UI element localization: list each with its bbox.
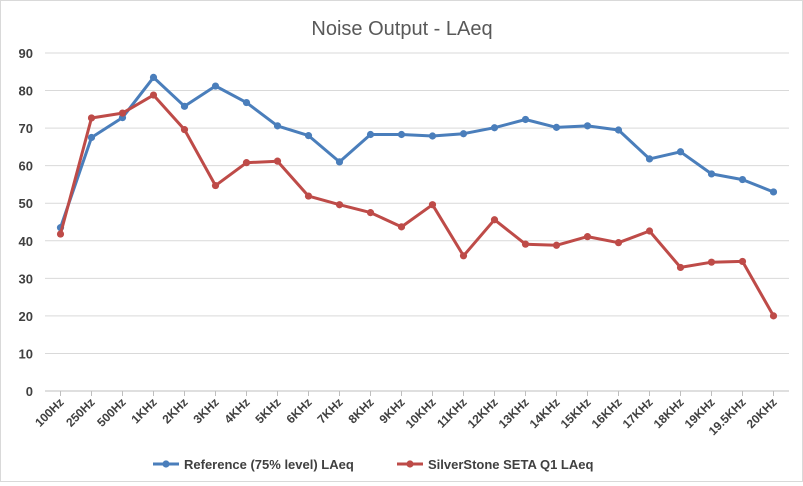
data-point — [676, 263, 685, 272]
y-tick-label: 10 — [19, 346, 33, 361]
data-point — [583, 122, 592, 130]
data-point — [56, 230, 65, 238]
y-tick-label: 30 — [19, 271, 33, 286]
data-point — [459, 252, 468, 260]
data-point — [87, 114, 96, 122]
data-point — [428, 132, 437, 140]
x-tick-label: 13KHz — [496, 395, 532, 431]
data-point — [707, 170, 716, 178]
y-tick-label: 40 — [19, 234, 33, 249]
data-point — [273, 157, 282, 165]
data-point — [149, 91, 158, 99]
chart-title: Noise Output - LAeq — [311, 18, 492, 40]
y-tick-label: 20 — [19, 309, 33, 324]
data-point — [707, 258, 716, 266]
data-point — [149, 73, 158, 82]
y-tick-label: 80 — [19, 84, 33, 99]
series-2 — [56, 91, 778, 320]
y-tick-label: 70 — [19, 121, 33, 136]
legend-item: Reference (75% level) LAeq — [153, 457, 354, 472]
data-point — [87, 133, 96, 142]
series-1 — [56, 73, 778, 232]
data-point — [769, 188, 778, 196]
x-tick-label: 500Hz — [94, 395, 128, 429]
data-point — [428, 201, 437, 209]
data-point — [645, 155, 654, 163]
legend-swatch-marker — [406, 460, 414, 468]
y-tick-label: 0 — [26, 384, 33, 399]
series-lines — [56, 73, 778, 320]
x-tick-label: 5KHz — [252, 395, 283, 426]
data-point — [335, 158, 344, 166]
x-tick-label: 12KHz — [465, 395, 501, 431]
data-point — [304, 192, 313, 200]
x-tick-label: 8KHz — [345, 395, 376, 426]
x-tick-label: 100Hz — [32, 395, 66, 429]
series-line — [59, 93, 775, 318]
data-point — [180, 102, 189, 110]
x-tick-label: 4KHz — [221, 395, 252, 426]
x-tick-label: 20KHz — [744, 395, 780, 431]
data-point — [118, 109, 127, 117]
data-point — [211, 82, 220, 90]
y-tick-label: 50 — [19, 196, 33, 211]
data-point — [335, 201, 344, 209]
data-point — [211, 181, 220, 190]
data-point — [738, 257, 747, 266]
data-point — [583, 233, 592, 241]
x-tick-label: 250Hz — [63, 395, 97, 429]
data-point — [521, 240, 530, 248]
data-point — [304, 132, 313, 140]
legend-item: SilverStone SETA Q1 LAeq — [397, 457, 593, 472]
y-tick-label: 90 — [19, 46, 33, 61]
data-point — [273, 122, 282, 130]
data-point — [552, 123, 561, 131]
data-point — [242, 98, 251, 107]
x-tick-label: 16KHz — [589, 395, 625, 431]
x-tick-label: 2KHz — [159, 395, 190, 426]
data-point — [366, 209, 375, 217]
x-tick-label: 14KHz — [527, 395, 563, 431]
data-point — [397, 130, 406, 139]
data-point — [645, 227, 654, 235]
data-point — [738, 175, 747, 184]
legend-label: Reference (75% level) LAeq — [184, 457, 354, 472]
data-point — [614, 126, 623, 134]
x-tick-label: 18KHz — [651, 395, 687, 431]
x-tick-label: 6KHz — [283, 395, 314, 426]
data-point — [614, 239, 623, 247]
data-point — [676, 148, 685, 156]
data-point — [459, 130, 468, 138]
x-tick-label: 1KHz — [128, 395, 159, 426]
y-tick-label: 60 — [19, 159, 33, 174]
data-point — [769, 312, 778, 320]
legend-label: SilverStone SETA Q1 LAeq — [428, 457, 593, 472]
x-tick-label: 7KHz — [314, 395, 345, 426]
series-line — [59, 75, 775, 230]
x-tick-label: 3KHz — [190, 395, 221, 426]
legend: Reference (75% level) LAeq SilverStone SE… — [153, 457, 593, 472]
data-point — [552, 241, 561, 249]
data-point — [397, 223, 406, 231]
data-point — [490, 216, 499, 224]
legend-swatch-marker — [162, 460, 170, 468]
gridlines — [45, 52, 789, 392]
x-tick-label: 15KHz — [558, 395, 594, 431]
x-tick-label: 17KHz — [620, 395, 656, 431]
x-tick-label: 11KHz — [434, 395, 469, 430]
data-point — [242, 159, 251, 167]
data-point — [366, 130, 375, 139]
data-point — [180, 126, 189, 134]
x-tick-label: 10KHz — [403, 395, 439, 431]
data-point — [490, 124, 499, 132]
y-axis-ticks: 0 10 20 30 40 50 60 70 80 90 — [19, 46, 33, 399]
data-point — [521, 115, 530, 124]
